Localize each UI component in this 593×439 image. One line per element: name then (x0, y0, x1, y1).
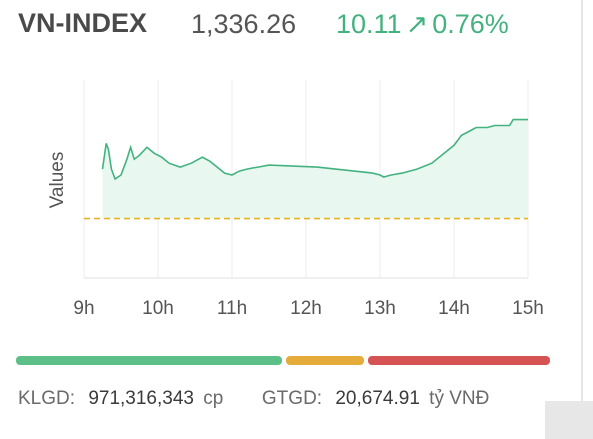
x-tick-label: 9h (73, 298, 94, 319)
series-line (101, 118, 528, 181)
change-value: 10.11 (336, 9, 402, 39)
resize-corner[interactable] (545, 401, 593, 439)
x-tick-label: 12h (290, 298, 322, 319)
gtgd-unit: tỷ VNĐ (429, 388, 490, 409)
range-bar-red (368, 356, 550, 365)
index-change: 10.11 ↗ 0.76% (336, 9, 513, 40)
index-price: 1,336.26 (191, 9, 297, 39)
klgd-unit: cp (203, 388, 224, 409)
y-axis-label: Values (47, 152, 68, 209)
klgd-value: 971,316,343 (88, 388, 194, 409)
x-tick-label: 14h (438, 298, 470, 319)
arrow-up-icon: ↗ (405, 9, 429, 39)
gtgd-label: GTGD: (261, 388, 323, 409)
index-name: VN-INDEX (18, 8, 148, 38)
trading-summary: KLGD: 971,316,343 cp GTGD: 20,674.91 tỷ … (18, 388, 489, 410)
series-area (102, 119, 528, 219)
index-header: VN-INDEX 1,336.26 10.11 ↗ 0.76% (18, 8, 578, 42)
x-tick-label: 13h (364, 298, 396, 319)
x-axis-ticks: 9h 10h 11h 12h 13h 14h 15h (73, 298, 543, 319)
x-tick-label: 15h (512, 298, 544, 319)
x-tick-label: 10h (142, 298, 174, 319)
klgd-label: KLGD: (18, 388, 76, 409)
scrollbar[interactable] (581, 0, 583, 439)
range-bar-green (16, 356, 282, 365)
gtgd-value: 20,674.91 (335, 388, 420, 409)
range-bar-yellow (286, 356, 364, 365)
change-percent: 0.76% (432, 9, 509, 39)
x-tick-label: 11h (217, 298, 247, 319)
